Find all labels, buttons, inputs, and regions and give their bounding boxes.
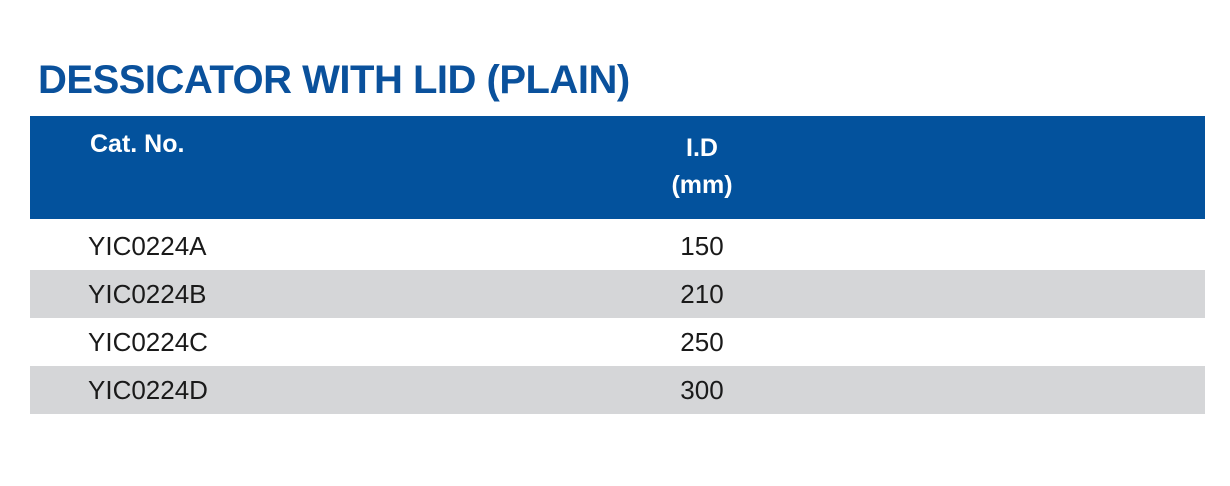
cell-cat-no: YIC0224C [88,327,208,357]
cell-cat-no: YIC0224D [88,375,208,405]
cell-id-mm: 210 [680,279,724,309]
page-title: DESSICATOR WITH LID (PLAIN) [38,58,630,102]
cell-id-mm: 250 [680,327,724,357]
header-cat-no: Cat. No. [90,130,185,158]
table-row: YIC0224B 210 [30,270,1205,318]
table-row: YIC0224D 300 [30,366,1205,414]
cell-id-mm: 150 [680,231,724,261]
header-id-label: I.D [686,134,718,162]
table-row: YIC0224C 250 [30,318,1205,366]
cell-cat-no: YIC0224A [88,231,207,261]
cell-id-mm: 300 [680,375,724,405]
cell-cat-no: YIC0224B [88,279,207,309]
table-row: YIC0224A 150 [30,222,1205,270]
header-inner-diameter: I.D (mm) [602,130,802,204]
table-header: Cat. No. I.D (mm) [30,116,1205,219]
header-id-unit: (mm) [671,171,733,199]
product-table: Cat. No. I.D (mm) YIC0224A 150 YIC0224B … [30,116,1205,414]
